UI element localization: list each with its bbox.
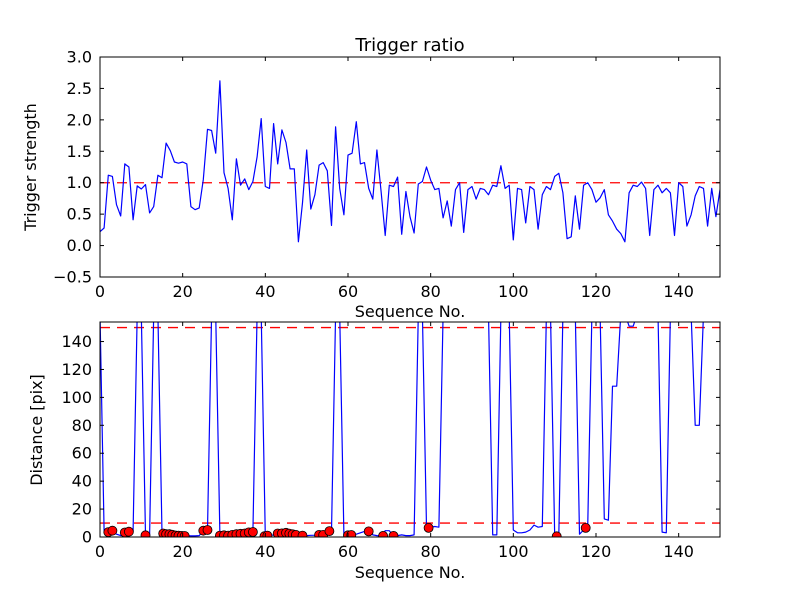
match-point-marker [580,523,591,533]
match-point-marker [388,531,399,537]
distance-series-line [100,322,704,537]
distance-xtick-label: 20 [172,542,192,561]
match-point-marker [179,531,190,537]
distance-xtick-label: 40 [255,542,275,561]
match-point-marker [107,525,118,536]
trigger-ratio-ytick-label: 0.0 [67,236,92,255]
match-point-marker [297,530,308,537]
distance-ytick-label: 80 [72,416,92,435]
match-point-marker [423,523,434,533]
trigger-ratio-xtick-label: 20 [172,282,192,301]
trigger-ratio-xtick-label: 120 [581,282,612,301]
distance-ytick-label: 60 [72,444,92,463]
distance-ytick-label: 40 [72,472,92,491]
trigger-ratio-ytick-label: 0.5 [67,205,92,224]
top-chart-title: Trigger ratio [354,35,464,56]
trigger-ratio-xtick-label: 0 [95,282,105,301]
distance-xtick-label: 140 [663,542,694,561]
match-point-marker [551,531,562,537]
distance-xtick-label: 120 [581,542,612,561]
trigger-ratio-xtick-label: 40 [255,282,275,301]
trigger-ratio-ytick-label: 1.5 [67,142,92,161]
trigger-ratio-xtick-label: 140 [663,282,694,301]
bottom-chart-xlabel: Sequence No. [355,563,466,582]
trigger-ratio-xtick-label: 80 [420,282,440,301]
trigger-ratio-ytick-label: 2.0 [67,110,92,129]
match-point-marker [363,526,374,537]
distance-ytick-label: 140 [61,332,92,351]
trigger-ratio-plot: 0 20 40 60 80 100 120 140 −0.5 0.0 0.5 1.0 1.5 2.0 2.5… [53,48,721,301]
match-point-marker [247,527,258,537]
trigger-ratio-ytick-label: 2.5 [67,79,92,98]
top-chart-ylabel: Trigger strength [21,103,40,232]
distance-xtick-label: 80 [420,542,440,561]
trigger-ratio-ytick-label: 1.0 [67,173,92,192]
match-point-marker [262,530,273,537]
distance-ytick-label: 100 [61,388,92,407]
distance-ytick-label: 20 [72,500,92,519]
trigger-ratio-spines [99,56,721,278]
distance-plot: 0 20 40 60 80 100 120 140 0 20 40 60 80 100 120 140 [61,321,721,561]
match-point-marker [123,526,134,537]
match-point-marker [378,531,388,537]
distance-spines [99,321,721,538]
match-point-marker [346,530,357,537]
distance-xtick-label: 0 [95,542,105,561]
distance-ytick-label: 0 [82,528,92,547]
match-point-marker [202,525,213,535]
match-point-marker [324,526,335,536]
trigger-ratio-xtick-label: 100 [498,282,529,301]
bottom-chart-ylabel: Distance [pix] [27,374,46,486]
trigger-ratio-series-line [100,80,720,243]
distance-xtick-label: 60 [338,542,358,561]
trigger-ratio-xtick-label: 60 [338,282,358,301]
trigger-ratio-ytick-label: −0.5 [53,268,92,287]
match-point-marker [140,530,151,537]
trigger-ratio-ytick-label: 3.0 [67,48,92,67]
top-chart-xlabel: Sequence No. [355,302,466,321]
distance-xtick-label: 100 [498,542,529,561]
distance-ytick-label: 120 [61,360,92,379]
